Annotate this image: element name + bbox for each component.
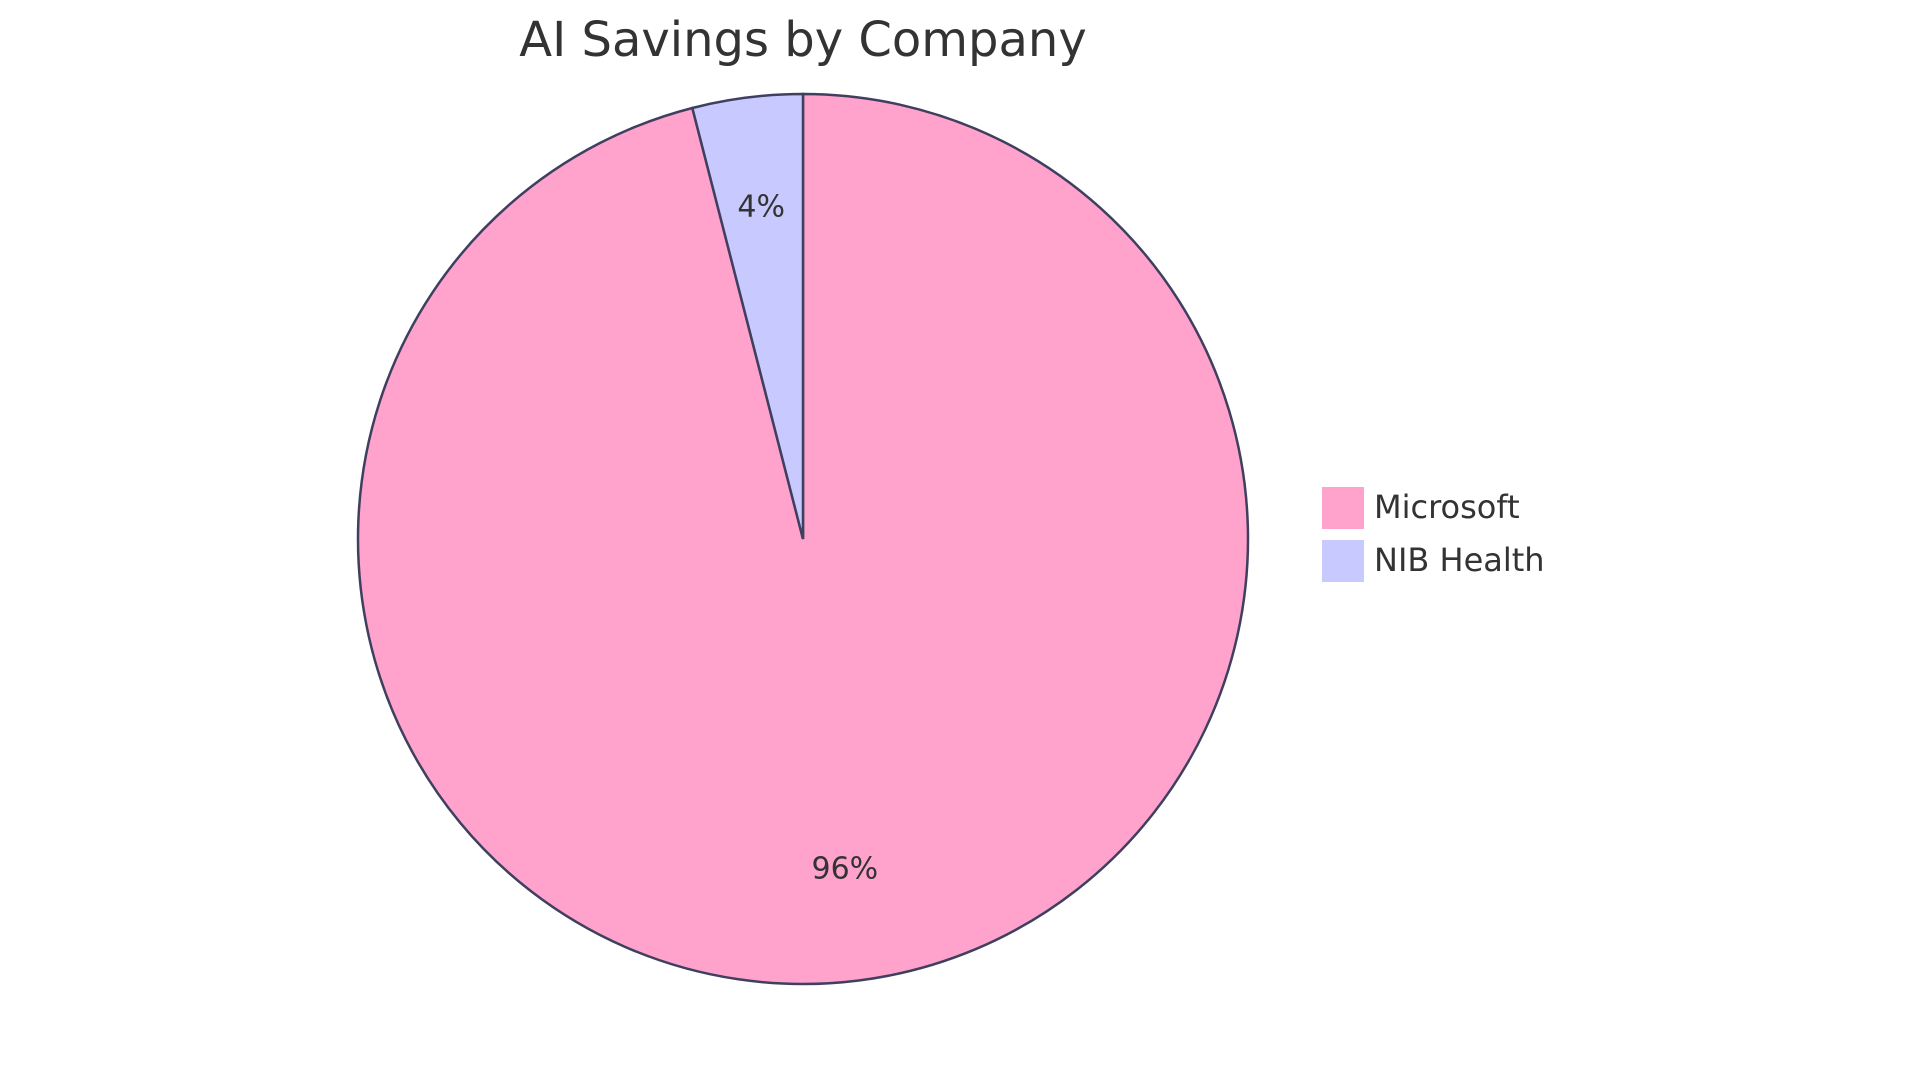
slice-label: 4% (737, 189, 785, 224)
legend-label: NIB Health (1374, 541, 1545, 579)
slice-label: 96% (811, 852, 878, 887)
chart-title: AI Savings by Company (519, 12, 1087, 68)
legend-swatch (1320, 485, 1366, 531)
legend-label: Microsoft (1374, 488, 1520, 526)
legend-swatch (1320, 538, 1366, 584)
pie-slice (690, 92, 805, 540)
